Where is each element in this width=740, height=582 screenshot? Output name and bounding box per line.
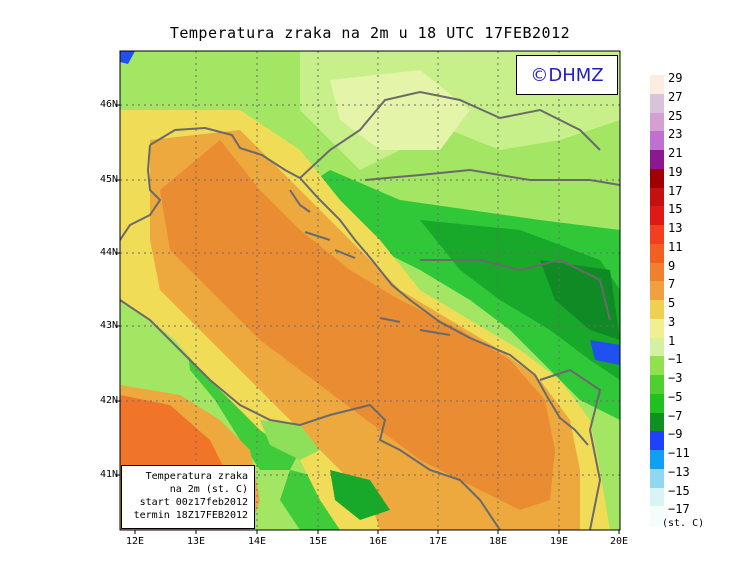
legend-swatch <box>650 356 664 376</box>
info-line-variable: Temperatura zraka <box>145 471 248 482</box>
legend-swatch <box>650 225 664 245</box>
legend-label: 29 <box>668 71 683 85</box>
legend-label: 15 <box>668 202 683 217</box>
legend-swatch <box>650 318 664 338</box>
info-box: Temperatura zraka na 2m (st. C) start 00… <box>121 465 255 529</box>
lat-lon-grid <box>120 51 620 530</box>
legend-label: −17 <box>668 502 690 517</box>
legend-label: 1 <box>668 333 676 348</box>
legend-label: 17 <box>668 183 683 198</box>
legend-label: −11 <box>668 446 690 460</box>
legend-swatch <box>650 75 664 95</box>
legend-label: 19 <box>668 164 683 179</box>
legend-label: 3 <box>668 314 676 329</box>
legend-swatch <box>650 168 664 188</box>
legend-swatch <box>650 506 664 526</box>
legend-label: −7 <box>668 408 683 423</box>
lon-label: 20E <box>609 536 629 547</box>
legend-swatch <box>650 187 664 207</box>
legend-label: −9 <box>668 427 683 442</box>
lon-label: 12E <box>125 536 145 547</box>
map-frame <box>119 50 621 531</box>
legend-label: −1 <box>668 352 683 367</box>
lon-label: 13E <box>186 536 206 547</box>
legend-swatch <box>650 487 664 507</box>
legend-swatch <box>650 431 664 451</box>
legend-swatch <box>650 281 664 301</box>
legend-label: 13 <box>668 221 683 235</box>
legend-swatch <box>650 375 664 395</box>
axis-ticks <box>116 104 620 534</box>
legend-swatch <box>650 262 664 282</box>
legend-swatch <box>650 300 664 320</box>
dhmz-credit-box: ©DHMZ <box>516 55 618 95</box>
legend-label: −13 <box>668 464 690 479</box>
legend-swatch <box>650 337 664 357</box>
lon-label: 19E <box>549 536 569 547</box>
legend-label: 11 <box>668 239 683 254</box>
legend-swatch <box>650 206 664 226</box>
legend-label: 21 <box>668 146 683 160</box>
legend-swatch <box>650 112 664 132</box>
legend-swatch <box>650 450 664 470</box>
info-line-termin: termin 18Z17FEB2012 <box>133 510 248 521</box>
lat-label: 44N <box>99 247 118 258</box>
lat-label: 46N <box>99 99 118 110</box>
credit-text: ©DHMZ <box>530 64 604 86</box>
lon-label: 15E <box>308 536 328 547</box>
lat-label: 41N <box>99 469 118 480</box>
legend-label: −5 <box>668 389 683 404</box>
lon-label: 18E <box>488 536 508 547</box>
legend-label: 23 <box>668 127 683 142</box>
lat-label: 42N <box>99 395 118 406</box>
legend-label: 9 <box>668 258 676 273</box>
legend-swatch <box>650 131 664 151</box>
legend-label: 27 <box>668 89 683 104</box>
info-line-units: na 2m (st. C) <box>169 484 248 495</box>
legend-swatch <box>650 393 664 413</box>
legend-label: 25 <box>668 108 683 123</box>
lat-label: 43N <box>99 320 118 331</box>
lon-label: 16E <box>368 536 388 547</box>
map-title: Temperatura zraka na 2m u 18 UTC 17FEB20… <box>169 24 571 42</box>
legend-swatch <box>650 468 664 488</box>
legend-label: 5 <box>668 296 676 310</box>
legend-swatch <box>650 412 664 432</box>
legend-label: −15 <box>668 483 690 498</box>
legend-swatch <box>650 243 664 263</box>
lon-label: 14E <box>247 536 267 547</box>
lon-label: 17E <box>428 536 448 547</box>
lat-label: 45N <box>99 174 118 185</box>
legend-units: (st. C) <box>662 518 705 529</box>
info-line-start: start 00z17feb2012 <box>139 497 248 508</box>
legend-label: −3 <box>668 371 683 385</box>
legend-swatch <box>650 93 664 113</box>
legend-label: 7 <box>668 277 676 292</box>
temperature-field <box>120 51 620 530</box>
legend-swatch <box>650 150 664 170</box>
